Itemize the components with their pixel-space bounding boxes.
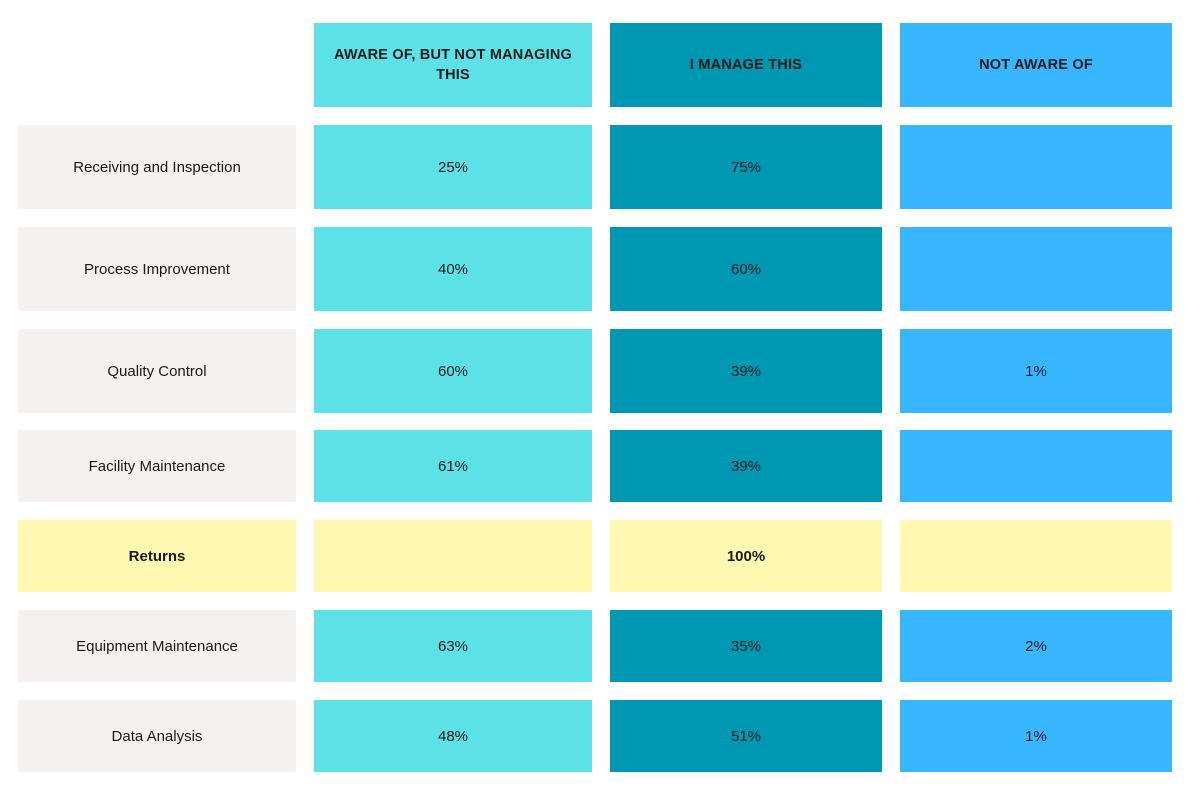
row-label: Data Analysis (18, 700, 296, 772)
value-cell: 61% (314, 430, 592, 502)
value-cell: 35% (610, 610, 882, 682)
value-cell: 60% (610, 227, 882, 311)
value-cell (900, 520, 1172, 592)
row-label: Quality Control (18, 329, 296, 413)
column-header-3: NOT AWARE OF (900, 23, 1172, 107)
value-cell (900, 125, 1172, 209)
value-cell: 1% (900, 700, 1172, 772)
value-cell: 39% (610, 430, 882, 502)
value-cell (314, 520, 592, 592)
row-label: Receiving and Inspection (18, 125, 296, 209)
row-label: Equipment Maintenance (18, 610, 296, 682)
value-cell: 2% (900, 610, 1172, 682)
value-cell: 75% (610, 125, 882, 209)
row-label: Process Improvement (18, 227, 296, 311)
value-cell: 1% (900, 329, 1172, 413)
value-cell: 60% (314, 329, 592, 413)
value-cell: 63% (314, 610, 592, 682)
column-header-1: AWARE OF, BUT NOT MANAGING THIS (314, 23, 592, 107)
value-cell (900, 430, 1172, 502)
row-label: Facility Maintenance (18, 430, 296, 502)
value-cell: 48% (314, 700, 592, 772)
value-cell: 51% (610, 700, 882, 772)
row-label: Returns (18, 520, 296, 592)
value-cell: 25% (314, 125, 592, 209)
value-cell: 40% (314, 227, 592, 311)
value-cell: 100% (610, 520, 882, 592)
value-cell: 39% (610, 329, 882, 413)
value-cell (900, 227, 1172, 311)
column-header-2: I MANAGE THIS (610, 23, 882, 107)
